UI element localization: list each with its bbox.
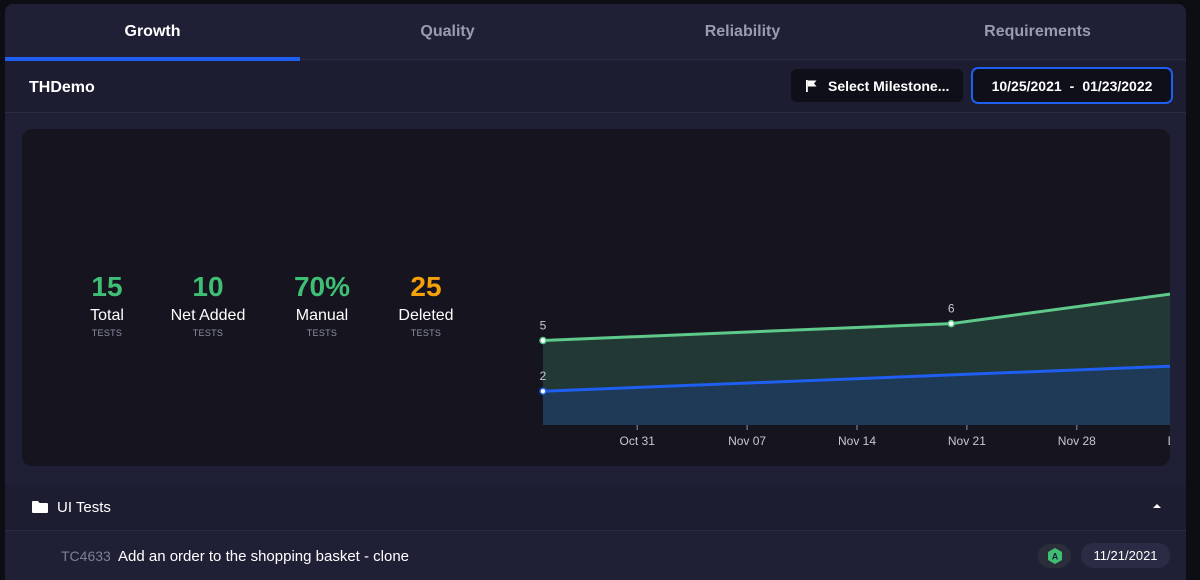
date-range-separator: - bbox=[1069, 77, 1075, 94]
automated-hex-icon: A bbox=[1047, 548, 1062, 564]
series-1-data-label-0: 2 bbox=[540, 369, 547, 383]
stat-net-added-value: 10 bbox=[192, 271, 224, 302]
automation-badge: A bbox=[1038, 544, 1071, 568]
tab-quality[interactable]: Quality bbox=[420, 23, 475, 40]
folder-name: UI Tests bbox=[57, 499, 111, 516]
series-0-data-label-1: 6 bbox=[948, 302, 955, 316]
stat-manual: 70% Manual TESTS bbox=[267, 271, 377, 338]
stat-deleted-sub: TESTS bbox=[410, 328, 442, 338]
automation-badge-letter: A bbox=[1051, 552, 1058, 562]
date-range-start: 10/25/2021 bbox=[991, 77, 1062, 94]
x-tick-label-3: Nov 21 bbox=[948, 434, 986, 448]
select-milestone-label: Select Milestone... bbox=[828, 77, 950, 94]
project-title: THDemo bbox=[29, 79, 95, 96]
folder-icon bbox=[32, 501, 48, 513]
stat-total-label: Total bbox=[90, 307, 124, 324]
stat-total-sub: TESTS bbox=[91, 328, 123, 338]
stat-deleted-label: Deleted bbox=[398, 307, 454, 324]
table-row[interactable]: TC4633 Add an order to the shopping bask… bbox=[5, 532, 1186, 580]
stat-net-added-sub: TESTS bbox=[192, 328, 224, 338]
series-0-data-label-0: 5 bbox=[540, 319, 547, 333]
stat-manual-value: 70% bbox=[293, 271, 351, 302]
x-tick-label-1: Nov 07 bbox=[728, 434, 766, 448]
test-name-link[interactable]: Add an order to the shopping basket - cl… bbox=[118, 548, 410, 565]
tab-requirements[interactable]: Requirements bbox=[984, 23, 1091, 40]
x-tick-label-2: Nov 14 bbox=[838, 434, 876, 448]
stat-net-added-label: Net Added bbox=[170, 307, 246, 324]
stat-manual-sub: TESTS bbox=[306, 328, 338, 338]
growth-panel: 15 Total TESTS 10 Net Added TESTS 70% Ma… bbox=[22, 129, 1170, 466]
series-0-point-1 bbox=[947, 319, 955, 328]
x-tick-label-4: Nov 28 bbox=[1058, 434, 1096, 448]
date-range-end: 01/23/2022 bbox=[1082, 77, 1153, 94]
app-frame: Growth Quality Reliability Requirements … bbox=[5, 4, 1186, 580]
stat-total-value: 15 bbox=[91, 271, 123, 302]
tab-growth[interactable]: Growth bbox=[5, 4, 300, 61]
series-1-point-0 bbox=[539, 387, 547, 395]
series-0-line bbox=[542, 292, 1170, 342]
flag-icon bbox=[806, 79, 817, 92]
date-range-picker[interactable]: 10/25/2021 - 01/23/2022 bbox=[971, 67, 1173, 104]
stat-deleted-value: 25 bbox=[410, 271, 442, 302]
x-tick-label-5: Dec 05 bbox=[1168, 434, 1170, 448]
test-date-badge: 11/21/2021 bbox=[1081, 543, 1170, 568]
x-tick-label-0: Oct 31 bbox=[620, 434, 656, 448]
toolbar: THDemo Select Milestone... 10/25/2021 - … bbox=[5, 61, 1186, 113]
caret-up-icon[interactable] bbox=[1152, 502, 1162, 510]
test-id: TC4633 bbox=[61, 548, 111, 564]
series-0-point-0 bbox=[539, 336, 547, 345]
stat-net-added: 10 Net Added TESTS bbox=[153, 271, 263, 338]
tab-bar: Growth Quality Reliability Requirements bbox=[5, 4, 1186, 61]
folder-row-ui-tests[interactable]: UI Tests bbox=[5, 485, 1186, 531]
stat-deleted: 25 Deleted TESTS bbox=[371, 271, 481, 338]
tab-reliability[interactable]: Reliability bbox=[704, 23, 781, 40]
series-1-line bbox=[542, 364, 1170, 393]
select-milestone-button[interactable]: Select Milestone... bbox=[791, 69, 963, 102]
series-1-area bbox=[543, 366, 1170, 425]
stat-manual-label: Manual bbox=[295, 307, 349, 324]
stat-total: 15 Total TESTS bbox=[52, 271, 162, 338]
